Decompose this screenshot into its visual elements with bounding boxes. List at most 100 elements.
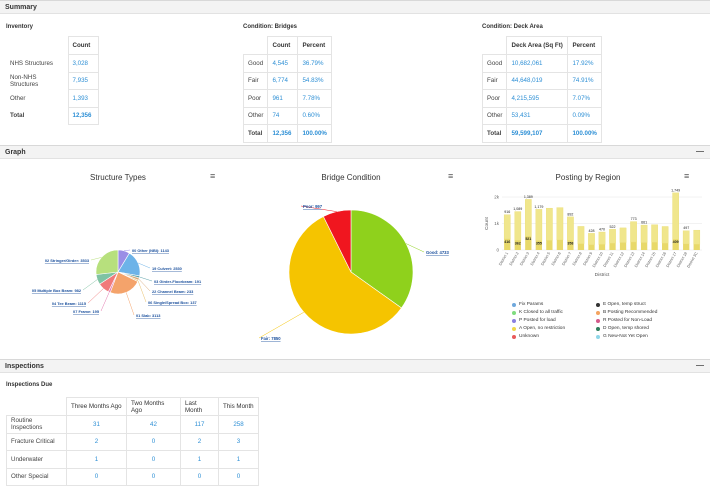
ins-cell[interactable]: 0 [218,467,259,486]
inventory-nonnhs-count[interactable]: 7,935 [67,71,99,90]
ins-cell[interactable]: 117 [180,415,219,434]
bar-segment-a-open[interactable] [503,214,511,240]
ins-cell[interactable]: 0 [126,467,181,486]
bridge-condition-label[interactable]: Fair: 7850 [261,336,281,341]
structure-types-label[interactable]: 07 Frame: 195 [73,309,100,314]
ins-cell[interactable]: 3 [218,432,259,451]
ins-cell[interactable]: 1 [66,450,127,469]
bridges-fair-count[interactable]: 6,774 [267,71,299,90]
bridge-condition-menu-icon[interactable]: ≡ [448,171,454,181]
ins-cell[interactable]: 0 [126,450,181,469]
ins-cell[interactable]: 2 [66,432,127,451]
ins-cell[interactable]: 2 [180,432,219,451]
bridges-total-count[interactable]: 12,356 [267,124,299,143]
bridges-good-count[interactable]: 4,545 [267,54,299,73]
bar-segment-a-open[interactable] [661,226,669,244]
structure-types-label[interactable]: 00 Other (NBI): 1143 [132,248,170,253]
structure-types-label[interactable]: 01 Slab: 3113 [136,313,161,318]
structure-types-label[interactable]: 19 Culvert: 2530 [152,266,182,271]
bar-segment-a-open[interactable] [546,207,553,241]
bar-segment-other[interactable] [525,236,532,250]
summary-header[interactable]: Summary [0,0,710,14]
bar-segment-a-open[interactable] [556,207,564,241]
bar-segment-other[interactable] [588,244,595,250]
bar-segment-other[interactable] [683,243,690,250]
bar-segment-other[interactable] [577,243,585,250]
deck-good-area[interactable]: 10,682,061 [506,54,569,73]
bar-segment-a-open[interactable] [588,233,595,245]
inventory-nhs-count[interactable]: 3,028 [67,54,99,73]
bar-segment-other[interactable] [662,243,669,250]
bridge-condition-slice[interactable] [288,216,402,335]
inspections-header[interactable]: Inspections — [0,359,710,373]
bar-segment-other[interactable] [609,243,616,250]
ins-cell[interactable]: 42 [126,415,181,434]
inventory-other-count[interactable]: 1,393 [67,89,99,108]
bar-segment-a-open[interactable] [525,199,532,237]
bar-segment-other[interactable] [651,242,658,250]
structure-types-label[interactable]: 02 Stringer/Girder: 3533 [45,258,90,263]
bar-segment-a-open[interactable] [567,216,574,241]
legend-item[interactable]: Unknown [512,334,539,339]
structure-types-label[interactable]: 22 Channel Beam: 233 [152,289,194,294]
bar-segment-a-open[interactable] [693,229,701,245]
bar-segment-other[interactable] [630,242,637,250]
bar-segment-other[interactable] [546,240,553,250]
structure-types-label[interactable]: 04 Tee Beam: 1115 [52,301,87,306]
bar-segment-other[interactable] [567,240,574,250]
legend-item[interactable]: B Posting Recommended [596,310,657,315]
deck-poor-area[interactable]: 4,215,595 [506,89,569,108]
ins-cell[interactable]: 1 [218,450,259,469]
bar-segment-other[interactable] [672,239,679,250]
bar-segment-a-open[interactable] [640,224,648,243]
structure-types-slice[interactable] [95,249,119,275]
bar-segment-a-open[interactable] [630,221,637,243]
legend-item[interactable]: Fix Params [512,302,543,307]
legend-item[interactable]: E Open, temp struct [596,302,646,307]
bar-segment-a-open[interactable] [598,231,606,245]
bar-segment-a-open[interactable] [672,192,679,240]
bridge-condition-label[interactable]: Good: 4733 [426,250,449,255]
ins-cell[interactable]: 1 [180,450,219,469]
legend-item[interactable]: P Posted for load [512,318,556,323]
bar-segment-other[interactable] [598,244,606,250]
ins-cell[interactable]: 0 [180,467,219,486]
deck-other-area[interactable]: 53,431 [506,106,569,125]
inspections-collapse-icon[interactable]: — [696,361,704,370]
inventory-total-count[interactable]: 12,356 [67,106,99,125]
legend-item[interactable]: D Open, temp shored [596,326,649,331]
bridge-condition-slice[interactable] [323,209,352,273]
structure-types-label[interactable]: 03 Girder-Floorbeam: 191 [154,279,202,284]
legend-item[interactable]: G New-Not Yet Open [596,334,648,339]
bar-segment-other[interactable] [640,242,648,250]
structure-types-label[interactable]: 06 Single/Spread Box: 137 [148,300,197,305]
bar-segment-a-open[interactable] [682,230,690,245]
bar-segment-a-open[interactable] [535,209,543,241]
bridges-other-count[interactable]: 74 [267,106,299,125]
graph-collapse-icon[interactable]: — [696,147,704,156]
legend-item[interactable]: R Posted for Non-Load [596,318,652,323]
bar-segment-a-open[interactable] [577,226,585,244]
legend-item[interactable]: A Open, no restriction [512,326,565,331]
structure-types-slice[interactable] [109,271,139,295]
bridges-poor-count[interactable]: 961 [267,89,299,108]
bar-segment-a-open[interactable] [651,224,658,243]
bar-segment-other[interactable] [556,239,564,250]
bar-segment-other[interactable] [693,244,700,250]
deck-fair-area[interactable]: 44,648,019 [506,71,569,90]
ins-cell[interactable]: 0 [66,467,127,486]
structure-types-label[interactable]: 05 Multiple Box Beam: 982 [32,288,82,293]
deck-total-area[interactable]: 59,599,107 [506,124,569,143]
bar-segment-other[interactable] [504,238,511,250]
bridge-condition-slice[interactable] [350,209,414,309]
bridge-condition-label[interactable]: Poor: 997 [303,204,323,209]
bar-segment-a-open[interactable] [619,227,627,243]
ins-cell[interactable]: 31 [66,415,127,434]
structure-types-menu-icon[interactable]: ≡ [210,171,216,181]
bar-segment-other[interactable] [535,240,542,250]
bar-segment-other[interactable] [619,242,627,250]
legend-item[interactable]: K Closed to all traffic [512,310,563,315]
bar-segment-a-open[interactable] [514,211,522,241]
ins-cell[interactable]: 258 [218,415,259,434]
bar-segment-a-open[interactable] [609,229,616,244]
